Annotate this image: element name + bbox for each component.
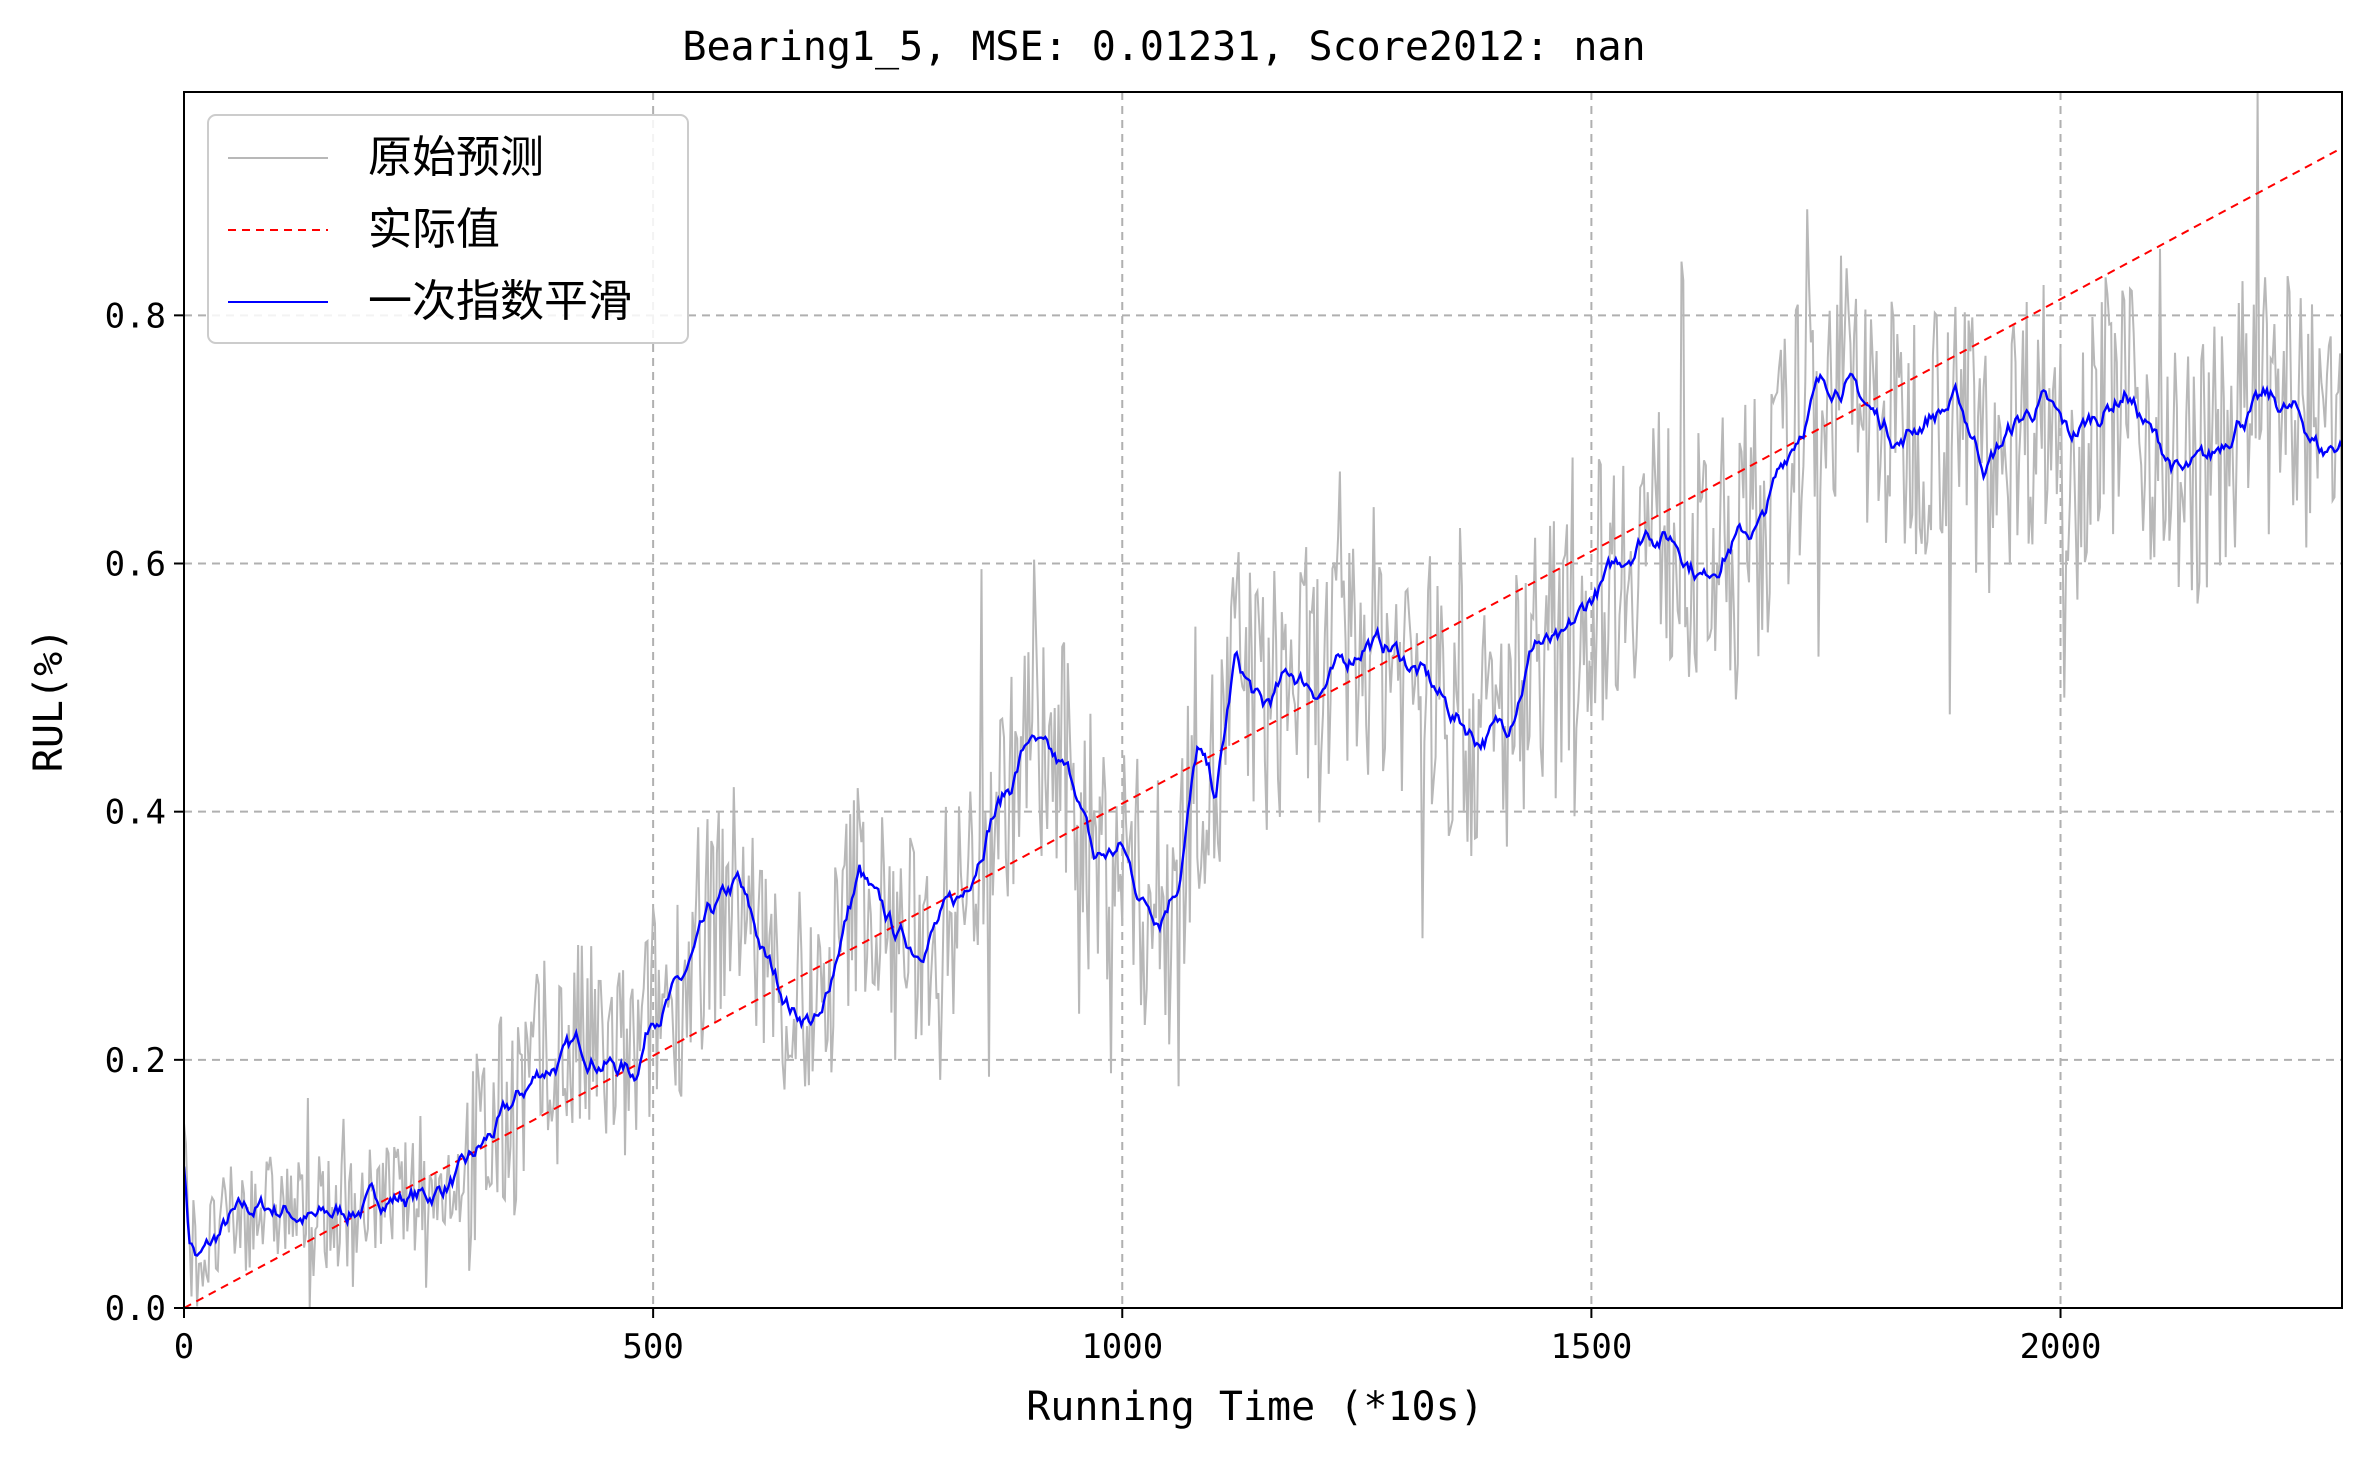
y-axis-label: RUL(%) xyxy=(26,628,72,773)
x-axis-label: Running Time (*10s) xyxy=(1026,1384,1484,1430)
ticks-layer: 0 500 1000 1500 2000 0.0 0.2 0.4 0.6 0.8 xyxy=(105,296,2102,1367)
chart-title: Bearing1_5, MSE: 0.01231, Score2012: nan xyxy=(682,24,1645,70)
y-tick-label: 0.8 xyxy=(105,296,166,336)
legend-label-actual: 实际值 xyxy=(368,204,500,255)
legend-label-raw: 原始预测 xyxy=(368,132,544,183)
y-tick-label: 0.2 xyxy=(105,1041,166,1081)
x-tick-label: 500 xyxy=(622,1327,683,1367)
x-tick-label: 1500 xyxy=(1550,1327,1632,1367)
series-smoothed-line xyxy=(184,372,2342,1257)
x-tick-label: 1000 xyxy=(1081,1327,1163,1367)
x-tick-label: 2000 xyxy=(2020,1327,2102,1367)
legend: 原始预测 实际值 一次指数平滑 xyxy=(207,114,689,344)
y-tick-label: 0.4 xyxy=(105,793,166,833)
y-tick-label: 0.6 xyxy=(105,545,166,585)
x-tick-label: 0 xyxy=(174,1327,194,1367)
plot-frame xyxy=(183,91,2343,1309)
legend-box xyxy=(207,114,689,344)
series-actual-line xyxy=(184,146,2342,1308)
plot-area xyxy=(184,92,2342,1308)
series-layer xyxy=(184,92,2342,1308)
legend-label-smoothed: 一次指数平滑 xyxy=(368,276,632,327)
series-raw-prediction-line xyxy=(184,92,2342,1308)
y-tick-label: 0.0 xyxy=(105,1289,166,1329)
